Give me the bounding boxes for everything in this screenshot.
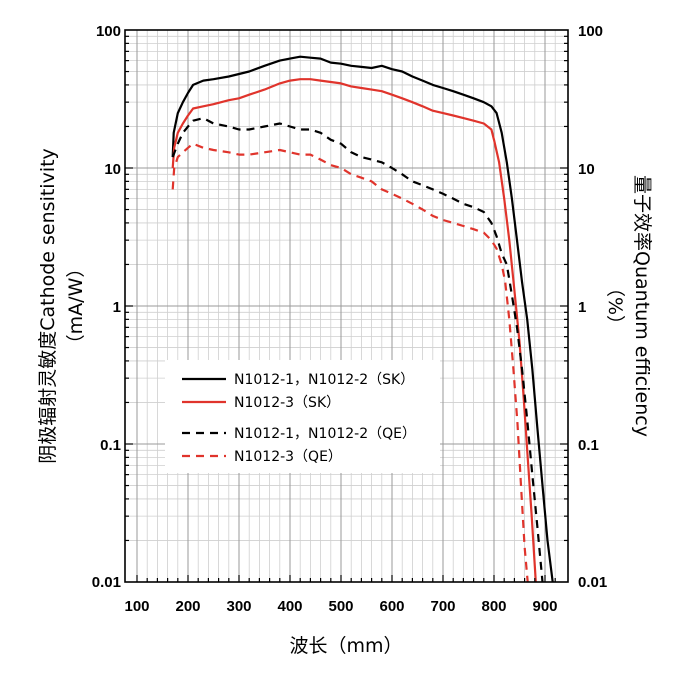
legend-label-series-3: N1012-1，N1012-2（QE） [234,426,416,442]
y-left-tick-label-0.1: 0.1 [100,437,121,454]
y-right-tick-label-0.1: 0.1 [578,437,599,454]
y-left-tick-label-1: 1 [113,299,121,316]
x-tick-label-600: 600 [379,598,404,615]
x-tick-label-700: 700 [430,598,455,615]
y-right-tick-labels: 0.01 0.1 1 10 100 [578,23,607,591]
y-right-axis-title: 量子效率Quantum efficiency [631,175,653,437]
y-right-tick-label-0.01: 0.01 [578,574,607,591]
legend-label-series-2: N1012-3（SK） [234,395,340,411]
y-left-tick-labels: 0.01 0.1 1 10 100 [92,23,121,591]
series-line-3 [171,117,544,582]
x-tick-label-500: 500 [328,598,353,615]
legend: N1012-1，N1012-2（SK） N1012-3（SK） N1012-1，… [165,360,440,473]
x-tick-labels: 100 200 300 400 500 600 700 800 900 [124,598,557,615]
series-line-2 [171,78,537,582]
y-left-axis-title: 阴极辐射灵敏度Cathode sensitivity [37,148,59,464]
series-line-1 [171,55,554,582]
plot-lines [171,55,554,582]
x-tick-label-300: 300 [226,598,251,615]
y-left-tick-label-100: 100 [96,23,121,40]
y-right-tick-label-100: 100 [578,23,603,40]
series-line-4 [171,142,529,582]
y-left-tick-label-0.01: 0.01 [92,574,121,591]
x-axis-title: 波长（mm） [289,635,402,657]
x-tick-label-900: 900 [532,598,557,615]
y-left-tick-label-10: 10 [104,161,121,178]
x-tick-label-100: 100 [124,598,149,615]
axis-ticks [125,35,568,582]
y-right-tick-label-1: 1 [578,299,586,316]
y-left-axis-unit: （mA/W） [65,259,87,354]
y-right-axis-unit: （%） [604,278,626,334]
legend-label-series-1: N1012-1，N1012-2（SK） [234,372,414,388]
legend-label-series-4: N1012-3（QE） [234,449,342,465]
x-tick-label-800: 800 [481,598,506,615]
x-tick-label-400: 400 [277,598,302,615]
x-tick-label-200: 200 [175,598,200,615]
y-right-tick-label-10: 10 [578,161,595,178]
